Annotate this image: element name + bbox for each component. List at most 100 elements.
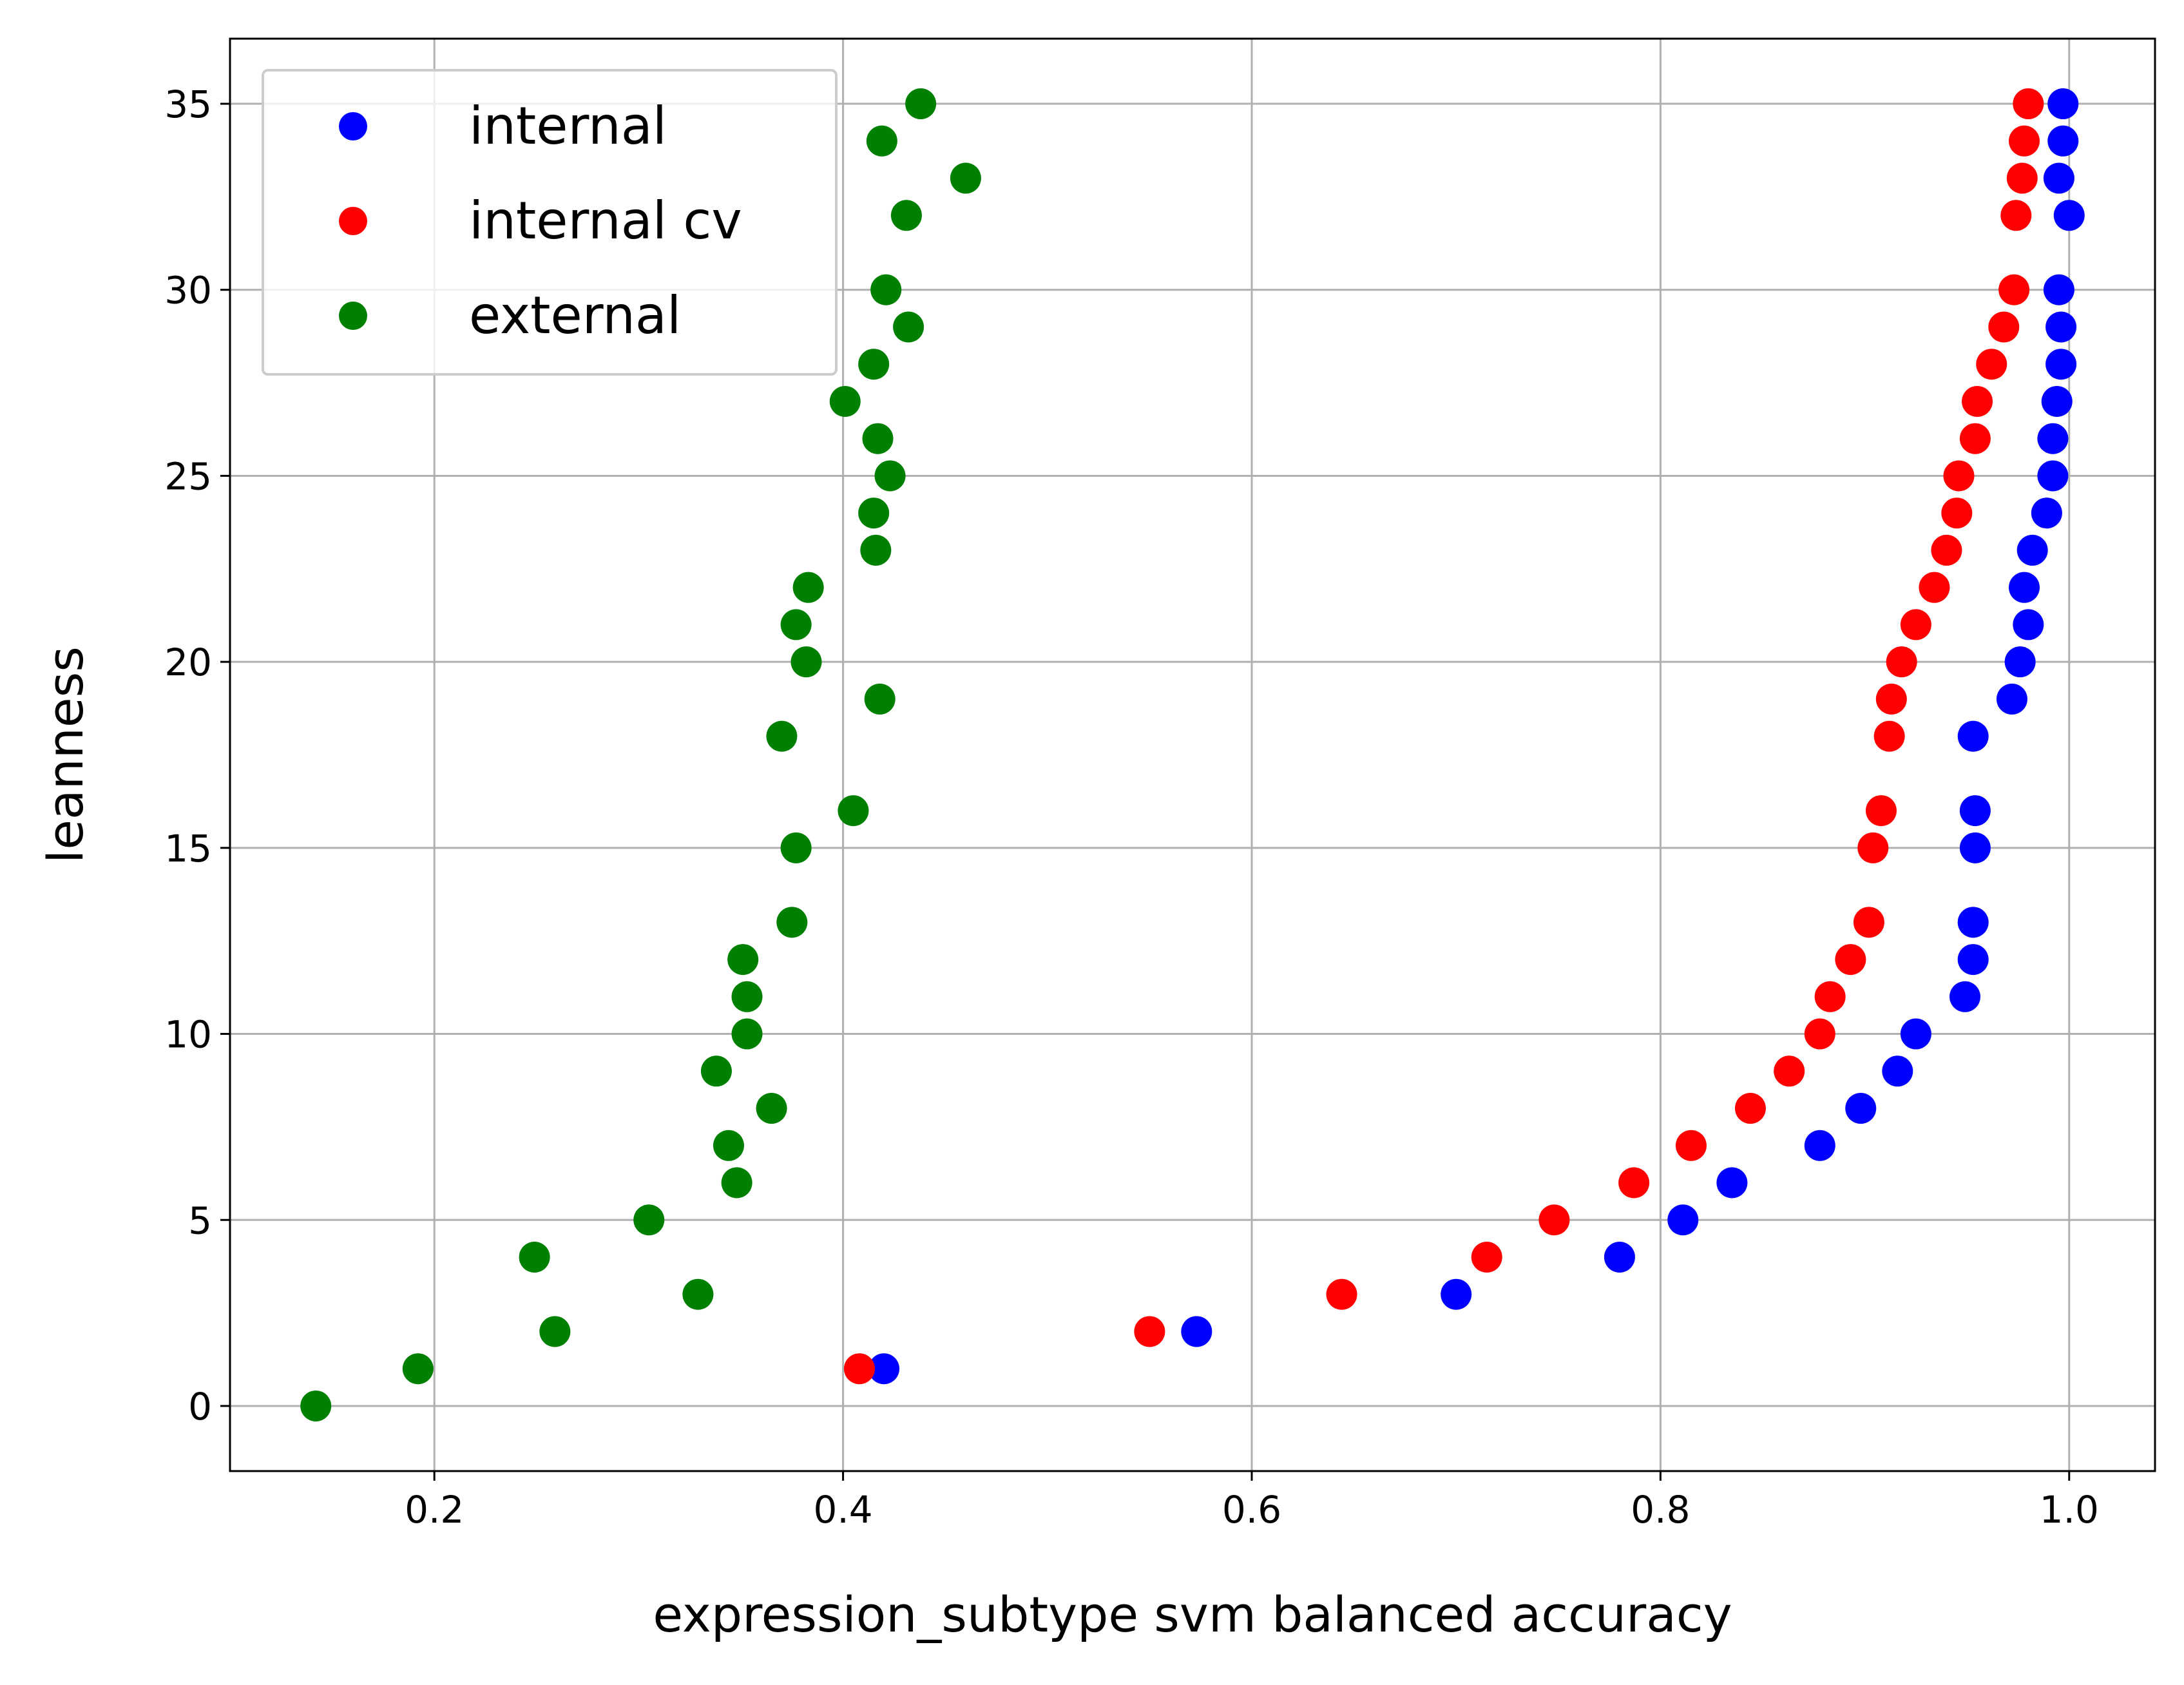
external-point [862, 423, 894, 454]
external-point [766, 720, 798, 752]
internal-cv-point [1853, 907, 1884, 938]
y-tick-label: 15 [164, 827, 212, 871]
x-tick-label: 1.0 [2040, 1488, 2099, 1532]
internal-point [2008, 572, 2040, 603]
internal-cv-point [1900, 609, 1931, 640]
y-tick-label: 5 [188, 1199, 212, 1242]
external-point [756, 1093, 787, 1124]
internal-cv-point [1734, 1093, 1766, 1124]
internal-cv-point [2000, 200, 2032, 231]
external-point [893, 311, 924, 343]
external-point [905, 88, 937, 120]
internal-point [2045, 349, 2077, 380]
internal-cv-point [1134, 1316, 1165, 1347]
internal-point [1957, 944, 1989, 976]
plot-frame [229, 37, 2156, 1472]
internal-cv-point [1873, 720, 1905, 752]
internal-cv-point [1865, 795, 1897, 827]
external-point [300, 1390, 332, 1421]
internal-point [1949, 981, 1981, 1012]
internal-point [2013, 609, 2044, 640]
internal-cv-point [2013, 88, 2044, 120]
internal-cv-point [1943, 460, 1975, 492]
internal-point [1716, 1167, 1748, 1199]
legend-label: internal [469, 96, 667, 156]
legend-label: internal cv [469, 191, 742, 251]
internal-cv-point [1326, 1278, 1357, 1310]
external-point [792, 572, 824, 603]
external-point [838, 795, 869, 827]
internal-cv-point [1988, 311, 2020, 343]
internal-cv-point [1976, 349, 2007, 380]
internal-cv-point [1919, 572, 1950, 603]
external-point [874, 460, 906, 492]
external-point [731, 981, 763, 1012]
internal-cv-point [1931, 534, 1962, 566]
external-point [731, 1018, 763, 1050]
internal-point [2037, 423, 2069, 454]
internal-point [2037, 460, 2069, 492]
x-tick-label: 0.6 [1222, 1488, 1281, 1532]
y-tick-label: 25 [164, 454, 212, 498]
legend-label: external [469, 285, 681, 345]
internal-cv-point [843, 1353, 875, 1385]
external-point [790, 646, 822, 678]
external-point [539, 1316, 571, 1347]
external-point [633, 1204, 665, 1236]
x-tick-label: 0.2 [405, 1488, 464, 1532]
y-tick-label: 30 [164, 269, 212, 313]
external-point [780, 832, 812, 863]
internal-point [1845, 1093, 1877, 1124]
external-point [727, 944, 759, 976]
external-point [402, 1353, 434, 1385]
external-point [519, 1241, 550, 1273]
y-tick-label: 20 [164, 640, 212, 684]
external-point [950, 162, 981, 194]
external-point [866, 125, 897, 157]
external-point [829, 385, 861, 417]
external-point [860, 534, 892, 566]
internal-point [2047, 88, 2079, 120]
internal-cv-point [2006, 162, 2038, 194]
data-points [300, 88, 2085, 1421]
grid-lines [230, 39, 2155, 1471]
internal-cv-point [1998, 274, 2030, 305]
internal-point [868, 1353, 900, 1385]
legend-frame [262, 69, 838, 376]
external-point [721, 1167, 752, 1199]
internal-cv-point [1941, 497, 1973, 529]
external-point [858, 497, 890, 529]
y-axis-label: leanness [37, 646, 94, 863]
internal-cv-point [1774, 1055, 1805, 1087]
internal-point [2047, 125, 2079, 157]
internal-cv-point [1835, 944, 1866, 976]
external-point [864, 683, 896, 715]
internal-point [1900, 1018, 1931, 1050]
internal-point [1996, 683, 2027, 715]
internal-point [1667, 1204, 1699, 1236]
internal-point [2041, 385, 2073, 417]
internal-point [1957, 720, 1989, 752]
x-axis-label: expression_subtype svm balanced accuracy [653, 1586, 1732, 1643]
external-point [890, 200, 922, 231]
internal-cv-point [1959, 423, 1991, 454]
legend-marker [339, 302, 367, 330]
external-point [700, 1055, 732, 1087]
internal-point [1604, 1241, 1635, 1273]
internal-cv-point [1675, 1130, 1707, 1161]
internal-point [2045, 311, 2077, 343]
internal-cv-point [1814, 981, 1846, 1012]
x-tick-label: 0.4 [813, 1488, 872, 1532]
internal-cv-point [1618, 1167, 1650, 1199]
internal-point [1181, 1316, 1212, 1347]
internal-cv-point [1886, 646, 1917, 678]
y-tick-label: 35 [164, 82, 212, 126]
internal-point [2004, 646, 2036, 678]
external-point [780, 609, 812, 640]
external-point [682, 1278, 714, 1310]
internal-point [1804, 1130, 1835, 1161]
external-point [870, 274, 902, 305]
internal-point [1959, 795, 1991, 827]
